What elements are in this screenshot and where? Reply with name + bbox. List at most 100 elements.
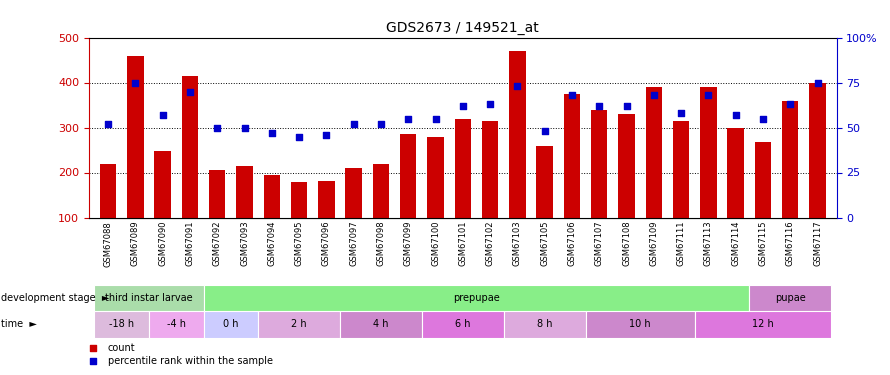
Bar: [204, 311, 258, 338]
Bar: [563, 94, 580, 218]
Text: GSM67115: GSM67115: [758, 221, 767, 266]
Bar: [591, 110, 607, 218]
Text: -18 h: -18 h: [109, 320, 134, 329]
Text: prepupae: prepupae: [453, 293, 500, 303]
Bar: [809, 82, 826, 218]
Bar: [673, 121, 689, 218]
Bar: [586, 311, 695, 338]
Point: [619, 103, 634, 109]
Text: GSM67096: GSM67096: [322, 221, 331, 267]
Bar: [204, 285, 749, 311]
Point: [538, 128, 552, 134]
Point: [156, 112, 170, 118]
Bar: [427, 136, 444, 218]
Text: GSM67091: GSM67091: [185, 221, 194, 266]
Text: GSM67095: GSM67095: [295, 221, 303, 266]
Point: [428, 116, 442, 122]
Text: GSM67100: GSM67100: [431, 221, 440, 266]
Point: [456, 103, 470, 109]
Point: [303, 136, 317, 142]
Point: [783, 101, 797, 107]
Title: GDS2673 / 149521_at: GDS2673 / 149521_at: [386, 21, 539, 35]
Text: -4 h: -4 h: [166, 320, 186, 329]
Point: [292, 134, 306, 140]
Point: [182, 88, 197, 94]
Bar: [504, 311, 586, 338]
Point: [811, 80, 825, 86]
Text: GSM67105: GSM67105: [540, 221, 549, 266]
Text: count: count: [108, 343, 135, 352]
Text: GSM67114: GSM67114: [732, 221, 740, 266]
Bar: [373, 164, 389, 218]
Bar: [509, 51, 526, 217]
Bar: [537, 146, 553, 218]
Text: GSM67098: GSM67098: [376, 221, 385, 267]
Point: [401, 116, 416, 122]
Text: GSM67103: GSM67103: [513, 221, 522, 267]
Bar: [155, 151, 171, 217]
Point: [592, 103, 606, 109]
Point: [210, 124, 224, 130]
Text: GSM67106: GSM67106: [568, 221, 577, 267]
Bar: [263, 175, 280, 217]
Text: 4 h: 4 h: [373, 320, 389, 329]
Point: [374, 121, 388, 127]
Point: [674, 110, 688, 116]
Point: [647, 92, 661, 98]
Bar: [340, 311, 422, 338]
Text: percentile rank within the sample: percentile rank within the sample: [108, 356, 272, 366]
Point: [565, 92, 579, 98]
Text: 0 h: 0 h: [223, 320, 239, 329]
Text: GSM67113: GSM67113: [704, 221, 713, 267]
Text: GSM67116: GSM67116: [786, 221, 795, 267]
Text: 10 h: 10 h: [629, 320, 651, 329]
Bar: [695, 311, 831, 338]
Text: GSM67093: GSM67093: [240, 221, 249, 267]
Bar: [400, 134, 417, 218]
Bar: [455, 118, 471, 218]
Bar: [749, 285, 831, 311]
Text: 2 h: 2 h: [291, 320, 307, 329]
Text: GSM67108: GSM67108: [622, 221, 631, 267]
Bar: [782, 100, 798, 218]
Text: development stage  ►: development stage ►: [1, 293, 109, 303]
Bar: [345, 168, 362, 217]
Point: [510, 83, 524, 89]
Bar: [182, 76, 198, 217]
Bar: [237, 166, 253, 218]
Point: [729, 112, 743, 118]
Text: GSM67092: GSM67092: [213, 221, 222, 266]
Point: [128, 80, 142, 86]
Bar: [291, 182, 307, 218]
Bar: [422, 311, 504, 338]
Bar: [258, 311, 340, 338]
Text: GSM67102: GSM67102: [486, 221, 495, 266]
Point: [701, 92, 716, 98]
Text: GSM67088: GSM67088: [103, 221, 113, 267]
Text: GSM67117: GSM67117: [813, 221, 822, 267]
Point: [756, 116, 770, 122]
Point: [483, 101, 498, 107]
Bar: [149, 311, 204, 338]
Text: GSM67107: GSM67107: [595, 221, 603, 267]
Point: [303, 260, 317, 266]
Text: GSM67097: GSM67097: [349, 221, 358, 267]
Bar: [645, 87, 662, 218]
Text: GSM67109: GSM67109: [650, 221, 659, 266]
Text: 6 h: 6 h: [455, 320, 471, 329]
Bar: [94, 311, 149, 338]
Text: pupae: pupae: [775, 293, 805, 303]
Text: third instar larvae: third instar larvae: [105, 293, 193, 303]
Bar: [755, 142, 771, 218]
Bar: [209, 170, 225, 217]
Point: [238, 124, 252, 130]
Bar: [127, 56, 143, 217]
Bar: [727, 128, 744, 218]
Text: GSM67090: GSM67090: [158, 221, 167, 266]
Bar: [619, 114, 635, 218]
Text: GSM67111: GSM67111: [676, 221, 685, 266]
Text: GSM67099: GSM67099: [404, 221, 413, 266]
Point: [320, 132, 334, 138]
Bar: [700, 87, 716, 218]
Bar: [319, 181, 335, 218]
